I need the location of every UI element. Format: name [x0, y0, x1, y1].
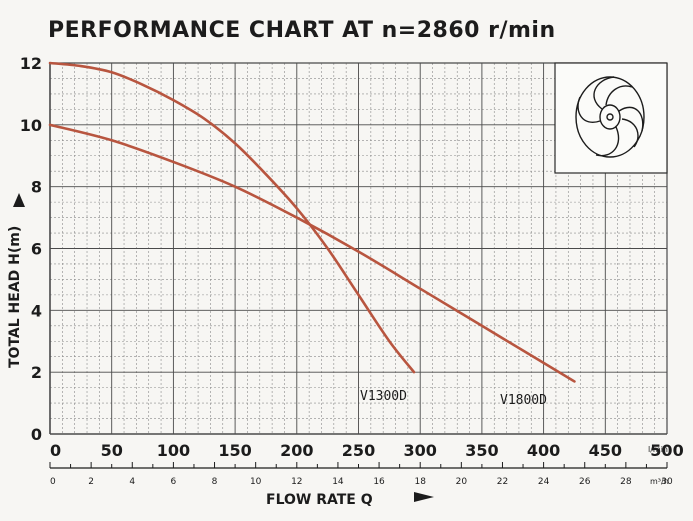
x2-unit-label: m³/h	[650, 477, 669, 486]
chart-title: PERFORMANCE CHART AT n=2860 r/min	[48, 18, 556, 43]
x2-tick-label: 4	[129, 477, 135, 487]
x2-tick-label: 20	[456, 477, 468, 487]
series-label-v1300d: V1300D	[360, 389, 407, 404]
x2-tick-label: 22	[497, 477, 508, 487]
x2-tick-label: 14	[332, 477, 344, 487]
x2-tick-label: 18	[414, 477, 426, 487]
impeller-inset	[554, 62, 668, 174]
x2-tick-label: 2	[88, 477, 94, 487]
x-tick-label: 500	[650, 441, 683, 460]
y-tick-label: 4	[31, 301, 42, 320]
y-tick-label: 8	[31, 178, 42, 197]
x-tick-label: 150	[218, 441, 251, 460]
x-tick-label: 450	[589, 441, 622, 460]
y-tick-label: 0	[31, 425, 42, 444]
x-unit-label: l/min	[648, 445, 668, 454]
y-tick-label: 10	[20, 116, 42, 135]
x2-tick-label: 8	[212, 477, 218, 487]
x2-tick-label: 16	[373, 477, 385, 487]
series-label-v1800d: V1800D	[500, 393, 547, 408]
x2-tick-labels: 0 2 4 6 8 10 12 14 16 18 20 22 24 26 28 30	[49, 462, 673, 487]
impeller-icon	[575, 76, 645, 158]
x-tick-labels: 0 50 100 150 200 250 300 350 400 450 500	[50, 441, 684, 460]
series-line-v1800d	[48, 123, 576, 383]
x2-tick-label: 28	[620, 477, 632, 487]
x2-tick-label: 0	[50, 477, 56, 487]
x2-tick-label: 24	[538, 477, 550, 487]
x2-tick-label: 12	[291, 477, 302, 487]
y-tick-labels: 0 2 4 6 8 10 12	[20, 54, 42, 444]
x-tick-label: 250	[342, 441, 375, 460]
inset-frame	[554, 62, 668, 174]
x-tick-label: 200	[280, 441, 313, 460]
y-tick-label: 2	[31, 363, 42, 382]
x-arrow-icon	[414, 492, 434, 502]
y-arrow-icon	[13, 193, 25, 207]
y-axis-title: TOTAL HEAD H(m)	[7, 226, 23, 368]
x-tick-label: 400	[527, 441, 560, 460]
x-tick-label: 0	[50, 441, 61, 460]
x-axis-title: FLOW RATE Q	[266, 492, 373, 508]
x2-tick-label: 10	[250, 477, 262, 487]
series-line-v1300d	[48, 61, 416, 374]
x-tick-label: 100	[157, 441, 190, 460]
y-tick-label: 6	[31, 240, 42, 259]
y-tick-label: 12	[20, 54, 42, 73]
x-tick-label: 350	[465, 441, 498, 460]
x2-tick-label: 26	[579, 477, 591, 487]
x2-tick-label: 6	[171, 477, 177, 487]
x-tick-label: 50	[101, 441, 123, 460]
x2-tick-label: 30	[661, 477, 673, 487]
x-tick-label: 300	[403, 441, 436, 460]
series-curves	[48, 61, 576, 383]
